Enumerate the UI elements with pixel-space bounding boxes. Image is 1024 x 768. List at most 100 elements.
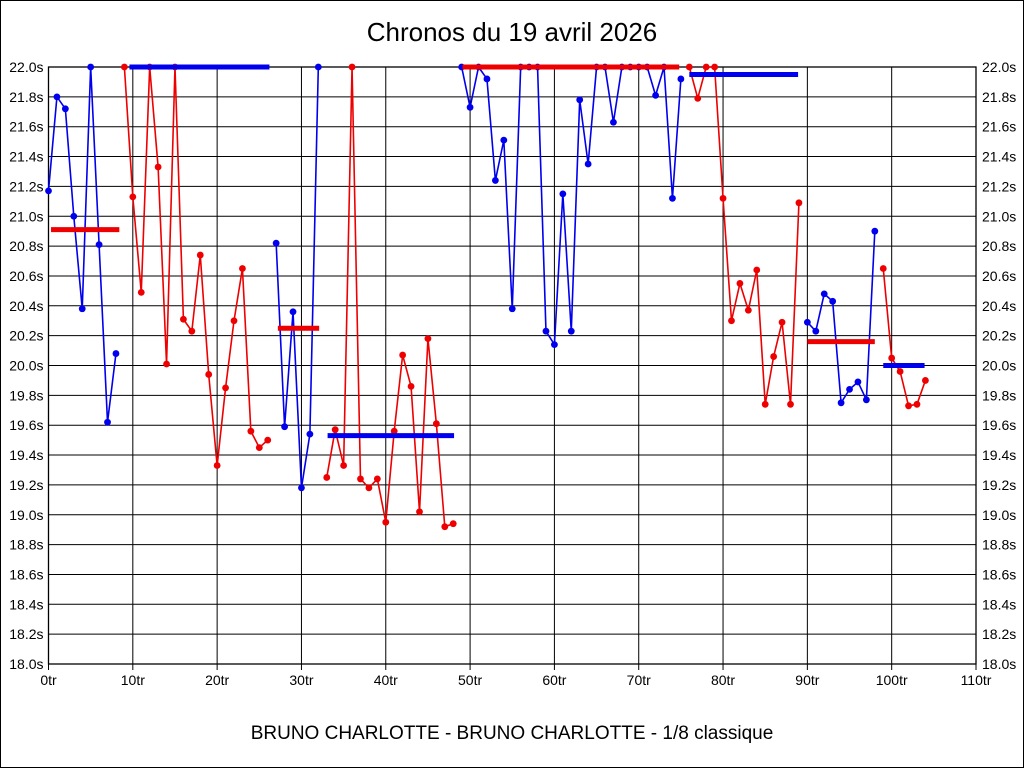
y-axis-tick-label-left: 20.8s (9, 238, 43, 254)
x-axis-tick-label: 10tr (121, 672, 145, 688)
driver-2-red-lap-point (129, 193, 137, 201)
x-axis-tick-label: 60tr (542, 672, 566, 688)
driver-1-blue-lap-point (466, 103, 474, 111)
y-axis-tick-label-right: 18.2s (982, 626, 1016, 642)
y-axis-tick-label-right: 20.8s (982, 238, 1016, 254)
driver-1-blue-lap-point (306, 430, 314, 438)
driver-2-red-lap-point (120, 63, 128, 71)
chart-title: Chronos du 19 avril 2026 (366, 17, 658, 47)
y-axis-tick-label-left: 18.8s (9, 537, 43, 553)
driver-2-red-lap-point (711, 63, 719, 71)
driver-2-red-lap-point (441, 523, 449, 531)
driver-2-red-lap-point (180, 315, 187, 323)
driver-1-blue-lap-point (289, 308, 297, 316)
y-axis-tick-label-right: 18.6s (982, 566, 1016, 582)
driver-2-red-lap-point (432, 420, 440, 428)
x-axis-tick-label: 90tr (795, 672, 819, 688)
y-axis-tick-label-right: 18.8s (982, 537, 1016, 553)
y-axis-tick-label-right: 20.4s (982, 298, 1016, 314)
driver-2-red-lap-point (163, 360, 170, 368)
driver-1-blue-lap-point (803, 318, 811, 326)
y-axis-tick-label-left: 19.6s (9, 417, 43, 433)
driver-2-red-lap-point (896, 368, 904, 375)
y-axis-tick-label-left: 20.2s (9, 328, 43, 344)
y-axis-tick-label-left: 21.0s (9, 208, 43, 224)
x-axis-tick-label: 80tr (711, 672, 735, 688)
driver-2-red-lap-point (424, 335, 432, 343)
driver-2-red-stint-line (688, 66, 800, 406)
driver-1-blue-lap-point (87, 63, 95, 71)
driver-1-blue-lap-point (95, 241, 103, 249)
driver-1-blue-lap-point (610, 118, 617, 126)
driver-1-blue-lap-point (298, 484, 305, 492)
driver-1-blue-lap-point (542, 327, 550, 335)
driver-1-blue-lap-point (53, 93, 61, 101)
driver-1-blue-lap-point (483, 75, 491, 83)
driver-2-red-lap-point (154, 163, 162, 171)
driver-2-red-lap-point (694, 94, 702, 102)
y-axis-tick-label-right: 19.0s (982, 507, 1016, 523)
driver-2-red-lap-point (390, 427, 398, 435)
driver-1-blue-stint-line (806, 230, 876, 404)
driver-2-red-lap-point (888, 354, 896, 362)
y-axis-tick-label-left: 22.0s (9, 59, 43, 75)
y-axis-tick-label-left: 21.8s (9, 89, 43, 105)
chart-subtitle: BRUNO CHARLOTTE - BRUNO CHARLOTTE - 1/8 … (250, 723, 774, 744)
driver-2-red-stint-line (123, 66, 269, 467)
driver-1-blue-lap-point (820, 290, 828, 298)
driver-2-red-lap-point (795, 199, 803, 207)
driver-1-blue-lap-point (862, 396, 870, 404)
driver-2-red-lap-point (323, 474, 331, 481)
driver-1-blue-lap-point (846, 385, 853, 393)
driver-1-blue-lap-point (567, 327, 575, 335)
driver-2-red-lap-point (264, 436, 272, 444)
x-axis-tick-label: 70tr (627, 672, 651, 688)
driver-2-red-lap-point (913, 400, 921, 408)
driver-1-blue-stint-line (460, 66, 682, 346)
y-axis-tick-label-right: 22.0s (982, 59, 1016, 75)
y-axis-tick-label-right: 19.8s (982, 387, 1016, 403)
driver-2-red-lap-point (239, 265, 246, 272)
driver-1-blue-lap-point (45, 187, 52, 195)
y-axis-tick-label-left: 20.4s (9, 298, 43, 314)
driver-2-red-lap-point (365, 484, 373, 492)
y-axis-tick-label-right: 21.6s (982, 119, 1016, 135)
x-axis-tick-label: 40tr (374, 672, 398, 688)
driver-1-blue-lap-point (314, 63, 322, 71)
y-axis-tick-label-left: 19.2s (9, 477, 43, 493)
driver-2-red-lap-point (255, 444, 263, 451)
driver-2-red-lap-point (230, 317, 238, 325)
y-axis-tick-label-right: 18.0s (982, 656, 1016, 672)
driver-2-red-lap-point (761, 400, 769, 408)
driver-2-red-lap-point (905, 402, 912, 410)
driver-2-red-lap-point (719, 194, 727, 202)
driver-2-red-lap-point (787, 400, 794, 408)
x-axis-tick-label: 50tr (458, 672, 482, 688)
y-axis-tick-label-left: 19.4s (9, 447, 43, 463)
driver-2-red-stint-line (882, 267, 927, 407)
driver-1-blue-lap-point (500, 136, 508, 144)
driver-1-blue-lap-point (559, 190, 567, 198)
y-axis-tick-label-left: 21.4s (9, 149, 43, 165)
y-axis-tick-label-right: 18.4s (982, 596, 1016, 612)
y-axis-tick-label-left: 20.0s (9, 358, 43, 374)
y-axis-tick-label-left: 21.2s (9, 178, 43, 194)
x-axis-tick-label: 110tr (961, 672, 992, 688)
driver-1-blue-lap-point (652, 91, 659, 99)
driver-1-blue-lap-point (491, 177, 499, 184)
driver-2-red-lap-point (922, 377, 929, 384)
y-axis-tick-label-left: 18.2s (9, 626, 43, 642)
driver-2-red-lap-point (213, 462, 221, 469)
driver-2-red-lap-point (744, 306, 752, 314)
y-axis-tick-label-left: 18.6s (9, 566, 43, 582)
driver-2-red-lap-point (879, 265, 887, 272)
y-axis-tick-label-right: 19.4s (982, 447, 1016, 463)
y-axis-tick-label-right: 21.2s (982, 178, 1016, 194)
driver-2-red-lap-point (331, 426, 339, 434)
y-axis-tick-label-left: 19.0s (9, 507, 43, 523)
driver-1-blue-stint-line (275, 66, 320, 489)
driver-1-blue-lap-point (281, 423, 288, 431)
driver-2-red-lap-point (373, 475, 381, 483)
x-axis-tick-label: 30tr (289, 672, 313, 688)
